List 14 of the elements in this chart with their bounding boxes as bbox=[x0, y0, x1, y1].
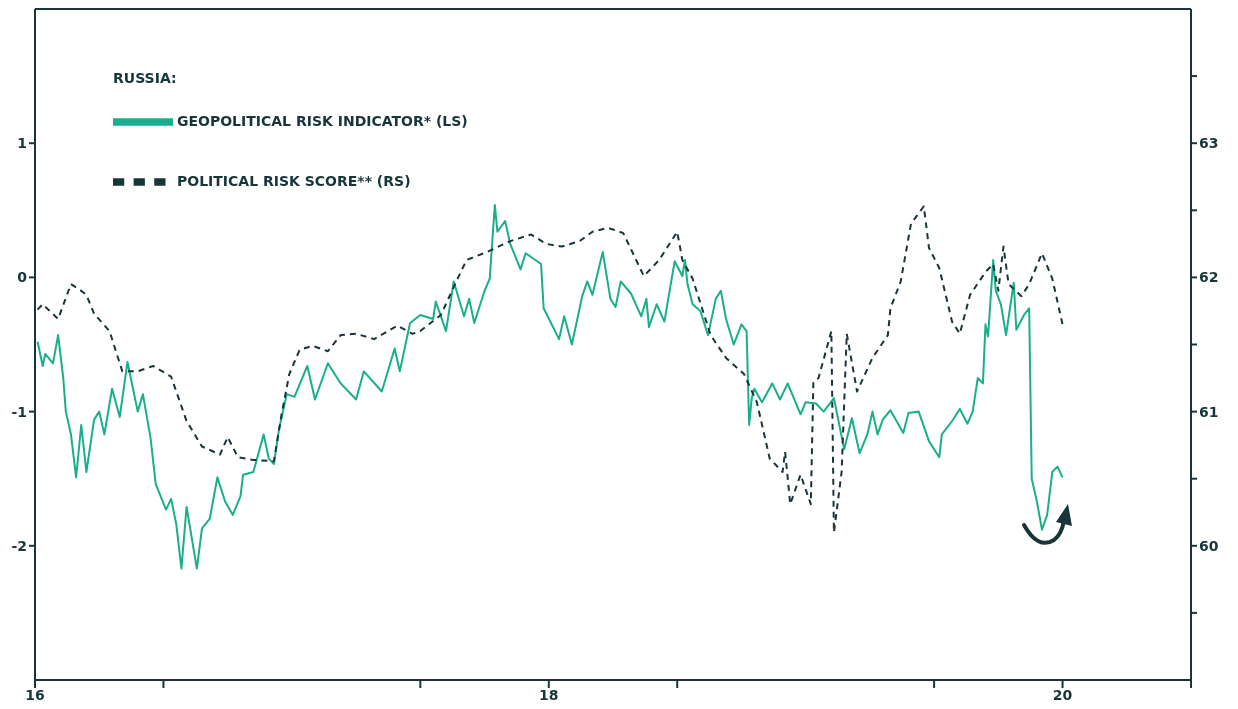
x-tick-label: 20 bbox=[1052, 686, 1073, 703]
y-tick-label: -2 bbox=[11, 537, 27, 554]
y2-tick-label: 63 bbox=[1199, 135, 1219, 152]
x-tick-label: 18 bbox=[539, 686, 559, 703]
y-tick-label: -1 bbox=[11, 403, 27, 420]
y2-tick-label: 61 bbox=[1199, 403, 1219, 420]
y-tick-label: 0 bbox=[17, 269, 28, 286]
legend-title: RUSSIA: bbox=[113, 70, 177, 86]
x-tick-label: 16 bbox=[25, 686, 45, 703]
y2-tick-label: 60 bbox=[1199, 537, 1219, 554]
legend-label: POLITICAL RISK SCORE** (RS) bbox=[177, 173, 411, 189]
y2-tick-label: 62 bbox=[1199, 269, 1219, 286]
y-tick-label: 1 bbox=[17, 135, 27, 152]
legend-label: GEOPOLITICAL RISK INDICATOR* (LS) bbox=[177, 113, 468, 129]
